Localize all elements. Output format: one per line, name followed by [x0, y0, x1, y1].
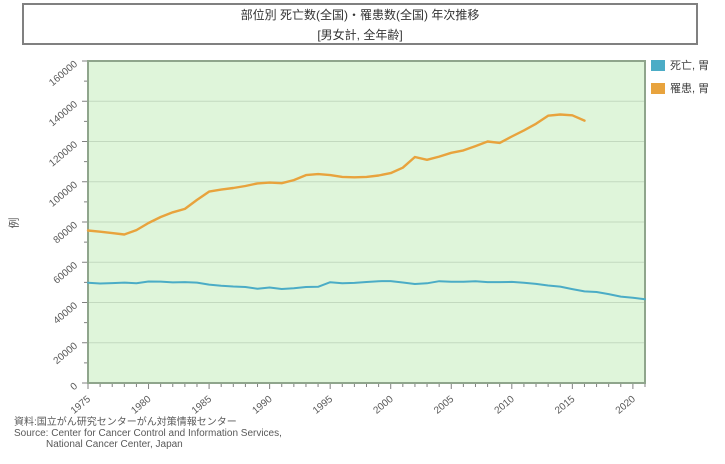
x-tick-label: 1980 [129, 394, 153, 417]
chart-title-box: 部位別 死亡数(全国)・罹患数(全国) 年次推移 [男女計, 全年齢] [22, 3, 698, 45]
source-note: 資料:国立がん研究センターがん対策情報センター Source: Center f… [14, 417, 282, 450]
x-tick-label: 1995 [311, 394, 335, 417]
source-note-japanese: 資料:国立がん研究センターがん対策情報センター [14, 417, 237, 428]
incidence-series-swatch-icon [651, 82, 665, 94]
x-tick-label: 2000 [372, 394, 396, 417]
y-axis-title: 例 [8, 217, 21, 229]
y-tick-label: 140000 [47, 99, 80, 129]
legend-item-incidence: 罹患, 胃 [651, 80, 709, 96]
x-tick-label: 2015 [553, 394, 577, 417]
source-note-english-line2: National Cancer Center, Japan [46, 439, 183, 450]
y-tick-label: 80000 [52, 220, 81, 247]
chart-subtitle: [男女計, 全年齢] [317, 27, 403, 42]
x-tick-label: 1990 [250, 394, 274, 417]
legend-label-incidence: 罹患, 胃 [670, 83, 710, 95]
deaths-series-swatch-icon [651, 59, 665, 71]
legend-item-deaths: 死亡, 胃 [651, 57, 709, 73]
y-tick-label: 0 [69, 381, 81, 393]
y-tick-label: 20000 [52, 340, 81, 367]
x-tick-label: 2005 [432, 394, 456, 417]
deaths-line-series [87, 280, 646, 301]
y-tick-label: 100000 [47, 179, 80, 209]
x-tick-label: 1985 [190, 394, 214, 417]
y-tick-label: 40000 [52, 300, 81, 327]
source-note-english-line1: Source: Center for Cancer Control and In… [14, 428, 282, 439]
x-tick-label: 1975 [69, 394, 93, 417]
plot-border [87, 60, 646, 384]
chart-legend: 死亡, 胃 罹患, 胃 [651, 57, 709, 96]
y-tick-label: 120000 [47, 139, 80, 169]
x-tick-label: 2020 [614, 394, 638, 417]
y-tick-label: 160000 [47, 59, 80, 89]
legend-label-deaths: 死亡, 胃 [670, 60, 710, 72]
x-tick-label: 2010 [493, 394, 517, 417]
chart-title: 部位別 死亡数(全国)・罹患数(全国) 年次推移 [240, 7, 480, 22]
y-tick-label: 60000 [52, 260, 81, 287]
incidence-line-series [86, 113, 586, 236]
